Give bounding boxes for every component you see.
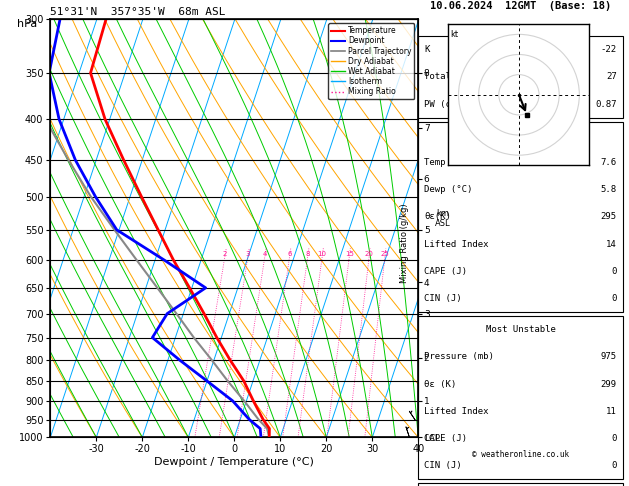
Text: 0: 0 bbox=[611, 461, 616, 470]
Text: 5.8: 5.8 bbox=[601, 185, 616, 194]
Text: θε (K): θε (K) bbox=[425, 380, 457, 389]
Text: 975: 975 bbox=[601, 352, 616, 362]
Text: 6: 6 bbox=[287, 251, 292, 257]
Text: 4: 4 bbox=[262, 251, 267, 257]
Text: K: K bbox=[425, 45, 430, 54]
Text: 295: 295 bbox=[601, 212, 616, 222]
Text: 8: 8 bbox=[305, 251, 310, 257]
Text: 3: 3 bbox=[245, 251, 250, 257]
Text: CIN (J): CIN (J) bbox=[425, 461, 462, 470]
Text: 10.06.2024  12GMT  (Base: 18): 10.06.2024 12GMT (Base: 18) bbox=[430, 1, 611, 11]
Text: Totals Totals: Totals Totals bbox=[425, 72, 494, 82]
Text: 25: 25 bbox=[381, 251, 389, 257]
Text: 7.6: 7.6 bbox=[601, 158, 616, 167]
Text: 0: 0 bbox=[611, 434, 616, 443]
Text: 27: 27 bbox=[606, 72, 616, 82]
X-axis label: Dewpoint / Temperature (°C): Dewpoint / Temperature (°C) bbox=[154, 457, 314, 467]
Y-axis label: km
ASL: km ASL bbox=[435, 209, 451, 228]
Text: Lifted Index: Lifted Index bbox=[425, 407, 489, 416]
Text: 0: 0 bbox=[611, 267, 616, 276]
Text: 299: 299 bbox=[601, 380, 616, 389]
Text: 14: 14 bbox=[606, 240, 616, 249]
Text: CAPE (J): CAPE (J) bbox=[425, 267, 467, 276]
Text: Lifted Index: Lifted Index bbox=[425, 240, 489, 249]
Text: Temp (°C): Temp (°C) bbox=[425, 158, 473, 167]
Text: 10: 10 bbox=[318, 251, 326, 257]
Text: CIN (J): CIN (J) bbox=[425, 294, 462, 303]
Text: Mixing Ratio (g/kg): Mixing Ratio (g/kg) bbox=[400, 203, 409, 283]
Text: Dewp (°C): Dewp (°C) bbox=[425, 185, 473, 194]
Text: 20: 20 bbox=[365, 251, 374, 257]
Text: hPa: hPa bbox=[17, 19, 38, 30]
Text: -22: -22 bbox=[601, 45, 616, 54]
Text: 0.87: 0.87 bbox=[595, 100, 616, 108]
Text: CAPE (J): CAPE (J) bbox=[425, 434, 467, 443]
Text: 15: 15 bbox=[345, 251, 353, 257]
Text: 0: 0 bbox=[611, 294, 616, 303]
Text: kt: kt bbox=[450, 30, 459, 39]
Text: 11: 11 bbox=[606, 407, 616, 416]
Text: Surface: Surface bbox=[502, 131, 539, 140]
Text: 2: 2 bbox=[223, 251, 227, 257]
Text: 51°31'N  357°35'W  68m ASL: 51°31'N 357°35'W 68m ASL bbox=[50, 7, 226, 17]
Text: Most Unstable: Most Unstable bbox=[486, 325, 555, 334]
Text: PW (cm): PW (cm) bbox=[425, 100, 462, 108]
Text: θε(K): θε(K) bbox=[425, 212, 451, 222]
Legend: Temperature, Dewpoint, Parcel Trajectory, Dry Adiabat, Wet Adiabat, Isotherm, Mi: Temperature, Dewpoint, Parcel Trajectory… bbox=[328, 23, 415, 99]
Text: © weatheronline.co.uk: © weatheronline.co.uk bbox=[472, 450, 569, 459]
Text: Pressure (mb): Pressure (mb) bbox=[425, 352, 494, 362]
